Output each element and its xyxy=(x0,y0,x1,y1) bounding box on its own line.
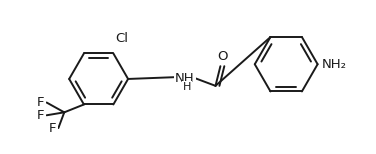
Text: F: F xyxy=(37,109,45,122)
Text: O: O xyxy=(217,50,227,63)
Text: NH₂: NH₂ xyxy=(321,58,347,71)
Text: F: F xyxy=(37,96,45,109)
Text: F: F xyxy=(49,122,56,135)
Text: H: H xyxy=(183,82,191,92)
Text: Cl: Cl xyxy=(115,32,128,45)
Text: NH: NH xyxy=(175,73,195,85)
